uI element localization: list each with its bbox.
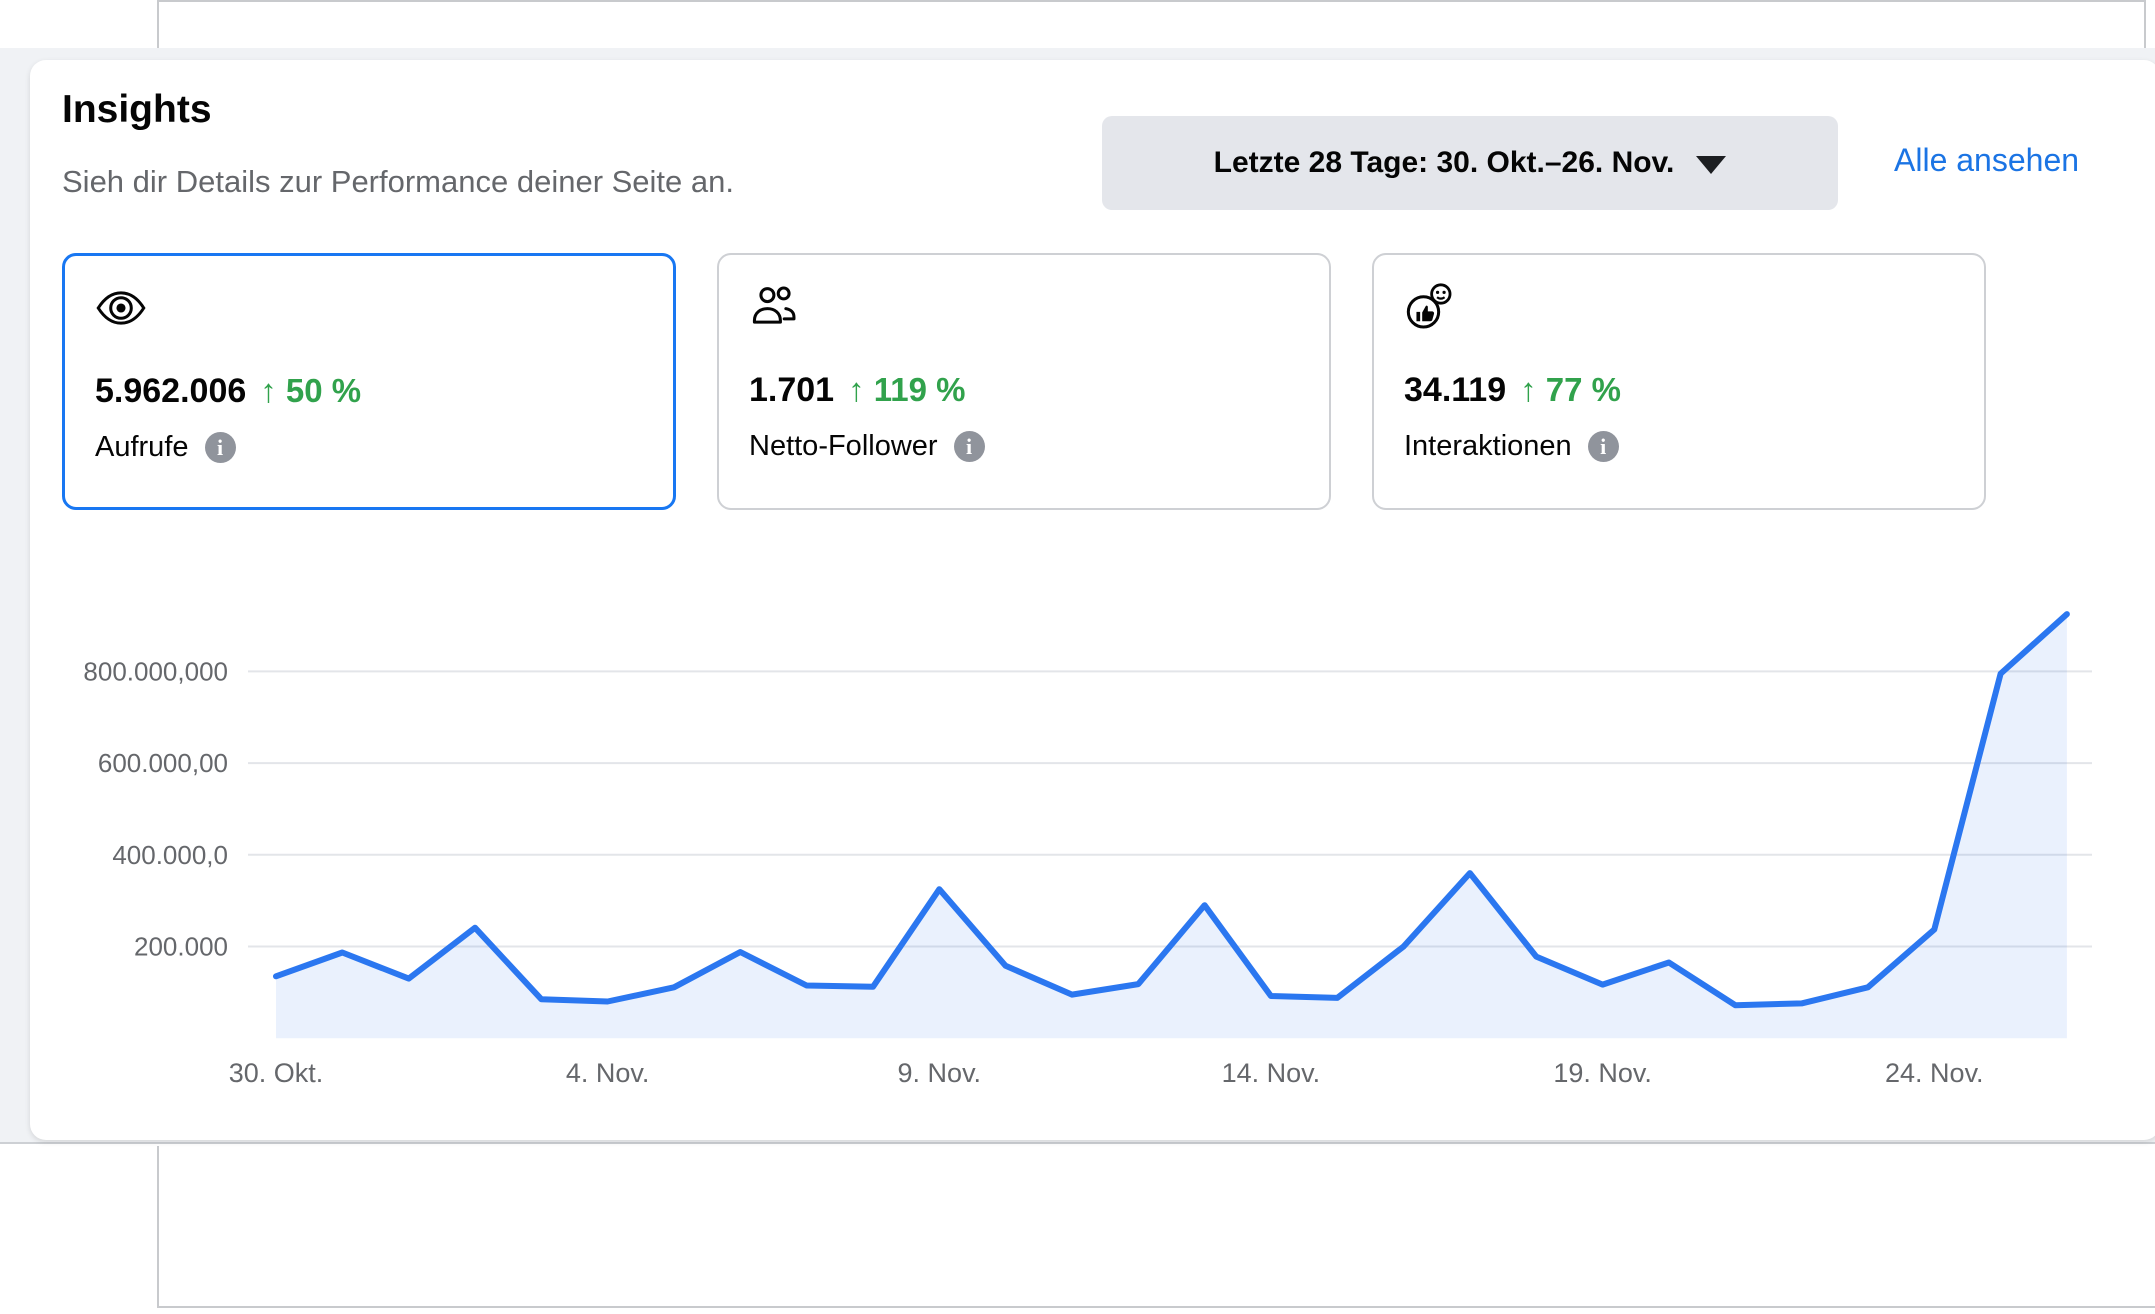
info-icon[interactable]: i (1587, 431, 1619, 462)
stat-label: Interaktionen (1404, 430, 1572, 462)
svg-text:800.000,000: 800.000,000 (83, 656, 228, 686)
reactions-icon (1406, 283, 1452, 329)
date-range-label: Letzte 28 Tage: 30. Okt.–26. Nov. (1213, 146, 1675, 179)
svg-text:9. Nov.: 9. Nov. (898, 1058, 982, 1088)
svg-text:600.000,00: 600.000,00 (98, 748, 228, 778)
page-subtitle: Sieh dir Details zur Performance deiner … (62, 164, 734, 199)
info-icon[interactable]: i (953, 431, 985, 462)
stats-row: 5.962.006 ↑ 50 % Aufrufe i 1.701 ↑ 119 %… (30, 253, 2155, 510)
background-panel-bottom (157, 1146, 2155, 1308)
see-all-link[interactable]: Alle ansehen (1894, 142, 2080, 178)
info-icon[interactable]: i (204, 432, 236, 463)
followers-icon (752, 286, 796, 324)
stat-card-net-followers[interactable]: 1.701 ↑ 119 % Netto-Follower i (717, 253, 1331, 510)
stat-label: Aufrufe (95, 431, 189, 463)
page-title: Insights (62, 88, 212, 131)
date-range-dropdown[interactable]: Letzte 28 Tage: 30. Okt.–26. Nov. (1102, 116, 1838, 210)
stat-value: 34.119 (1404, 371, 1507, 409)
svg-text:200.000: 200.000 (134, 932, 228, 962)
stat-card-views[interactable]: 5.962.006 ↑ 50 % Aufrufe i (62, 253, 676, 510)
stat-label: Netto-Follower (749, 430, 938, 462)
background-panel-top (157, 0, 2146, 54)
stat-change-badge: ↑ 119 % (848, 371, 966, 408)
svg-text:400.000,0: 400.000,0 (112, 840, 228, 870)
svg-text:24. Nov.: 24. Nov. (1885, 1058, 1984, 1088)
stat-change-badge: ↑ 77 % (1520, 371, 1622, 408)
svg-text:30. Okt.: 30. Okt. (229, 1058, 324, 1088)
stat-change-badge: ↑ 50 % (260, 372, 362, 409)
stat-value: 5.962.006 (95, 372, 247, 410)
insights-card: Insights Sieh dir Details zur Performanc… (30, 60, 2155, 1140)
chevron-down-icon (1696, 156, 1727, 174)
eye-icon (96, 291, 146, 325)
svg-text:14. Nov.: 14. Nov. (1222, 1058, 1321, 1088)
insights-chart: 800.000,000 600.000,00 400.000,0 200.000 30.… (83, 611, 2092, 1088)
svg-text:4. Nov.: 4. Nov. (566, 1058, 650, 1088)
insights-chart-container: 800.000,000 600.000,00 400.000,0 200.000 30.… (30, 600, 2155, 1140)
stat-card-interactions[interactable]: 34.119 ↑ 77 % Interaktionen i (1372, 253, 1986, 510)
svg-text:19. Nov.: 19. Nov. (1553, 1058, 1652, 1088)
stat-value: 1.701 (749, 371, 835, 409)
